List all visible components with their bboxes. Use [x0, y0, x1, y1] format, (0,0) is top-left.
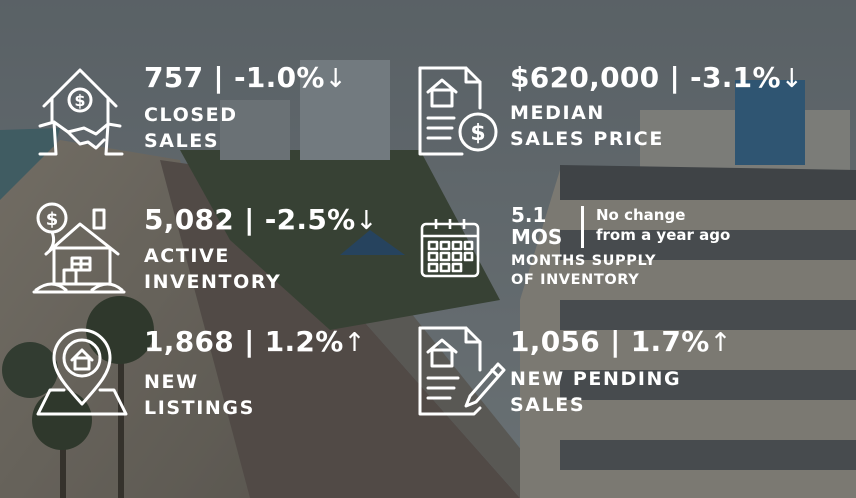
closed-sales-change: | -1.0% — [213, 61, 325, 94]
pending-sales-change: | 1.7% — [600, 325, 710, 358]
closed-sales-label-line2: SALES — [144, 130, 220, 152]
arrow-down-icon: ↓ — [324, 64, 347, 94]
new-listings-value: 1,868 | 1.2%↑ — [144, 326, 366, 359]
median-price-change: | -3.1% — [659, 61, 781, 94]
pending-sales-label-line1: NEW PENDING — [510, 368, 682, 390]
arrow-down-icon: ↓ — [355, 206, 378, 236]
new-listings-label-line2: LISTINGS — [144, 397, 255, 419]
arrow-up-icon: ↑ — [709, 328, 732, 358]
pending-sales-count: 1,056 — [510, 325, 601, 358]
pending-sales-label-line2: SALES — [510, 394, 586, 416]
arrow-down-icon: ↓ — [780, 64, 803, 94]
pending-sales-value: 1,056 | 1.7%↑ — [510, 326, 732, 359]
document-pen-icon — [418, 326, 506, 416]
calendar-icon — [420, 219, 480, 278]
document-dollar-icon: $ — [418, 66, 498, 156]
house-dollar-balloon-icon: $ — [32, 202, 126, 294]
months-supply-label-line1: MONTHS SUPPLY — [511, 253, 657, 269]
months-supply-value: 5.1 — [511, 203, 547, 227]
closed-sales-value: 757 | -1.0%↓ — [144, 62, 347, 95]
svg-text:$: $ — [46, 209, 59, 230]
new-listings-change: | 1.2% — [234, 325, 344, 358]
new-listings-label-line1: NEW — [144, 371, 199, 393]
months-supply-label-line2: OF INVENTORY — [511, 272, 640, 288]
svg-text:$: $ — [470, 121, 485, 146]
active-inventory-change: | -2.5% — [234, 203, 356, 236]
months-supply-note-line2: from a year ago — [596, 226, 731, 244]
active-inventory-label-line1: ACTIVE — [144, 245, 230, 267]
closed-sales-count: 757 — [144, 61, 214, 94]
new-listings-count: 1,868 — [144, 325, 235, 358]
house-handshake-icon: $ — [38, 68, 124, 156]
map-pin-house-icon — [36, 328, 128, 416]
months-supply-note-line1: No change — [596, 206, 686, 224]
median-price-amount: $620,000 — [510, 61, 660, 94]
svg-text:$: $ — [74, 91, 85, 110]
months-supply-divider — [581, 206, 584, 248]
active-inventory-count: 5,082 — [144, 203, 235, 236]
median-price-value: $620,000 | -3.1%↓ — [510, 62, 803, 95]
months-supply-unit: MOS — [511, 225, 563, 249]
median-price-label-line2: SALES PRICE — [510, 128, 664, 150]
arrow-up-icon: ↑ — [343, 328, 366, 358]
active-inventory-label-line2: INVENTORY — [144, 271, 282, 293]
median-price-label-line1: MEDIAN — [510, 102, 605, 124]
closed-sales-label-line1: CLOSED — [144, 104, 238, 126]
active-inventory-value: 5,082 | -2.5%↓ — [144, 204, 378, 237]
